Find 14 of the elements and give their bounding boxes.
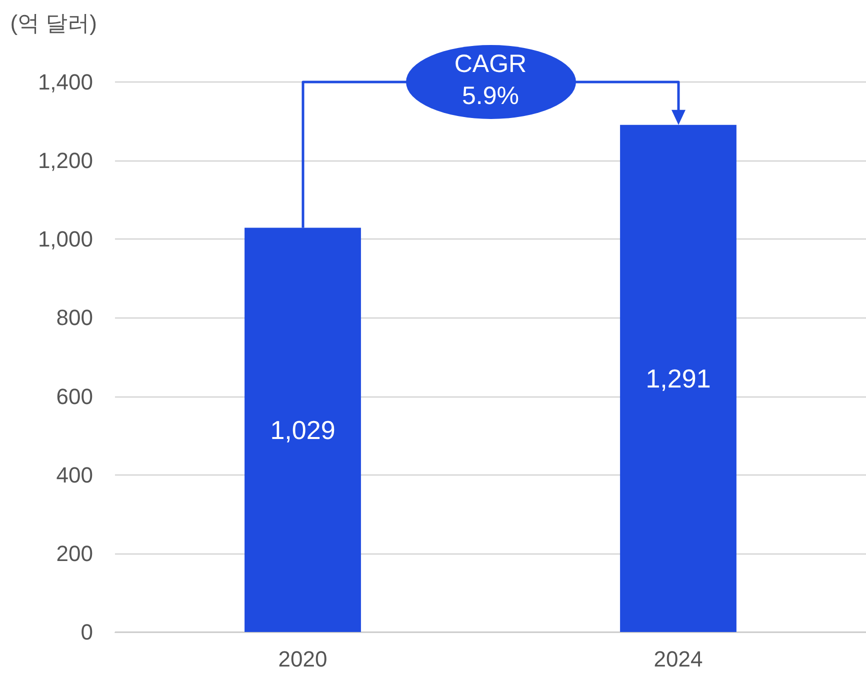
annotation: CAGR 5.9% [453,49,528,112]
y-tick-label: 1,000 [38,226,93,252]
data-label: 1,291 [646,363,711,394]
y-tick-label: 1,200 [38,148,93,174]
data-label: 1,029 [270,414,336,445]
y-tick-label: 400 [56,462,93,488]
y-tick-label: 1,400 [38,70,93,94]
y-tick-label: 200 [56,540,93,566]
x-tick-label: 2024 [654,646,703,672]
y-tick-label: 0 [80,620,93,644]
x-tick-label: 2020 [278,646,328,672]
y-tick-label: 800 [56,305,93,330]
y-tick-label: 600 [56,384,93,409]
y-axis-title: (억 달러) [10,10,97,36]
